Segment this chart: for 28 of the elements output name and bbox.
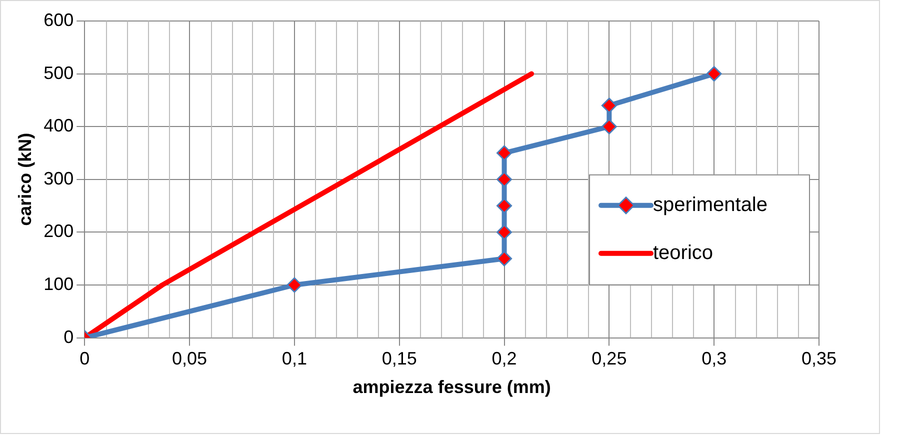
x-tick-label: 0,25 [592, 348, 627, 369]
point [286, 277, 302, 293]
x-tick-label: 0,1 [282, 348, 307, 369]
y-tick-label: 100 [44, 274, 74, 294]
y-tick-label: 300 [44, 168, 74, 188]
point [496, 224, 512, 240]
point [706, 66, 722, 82]
point [496, 172, 512, 188]
y-axis-title: carico (kN) [14, 132, 35, 226]
y-tick-label: 500 [44, 62, 74, 83]
point [496, 198, 512, 214]
x-axis-title: ampiezza fessure (mm) [352, 377, 551, 398]
legend-label: teorico [653, 242, 714, 264]
point [601, 98, 617, 114]
x-tick-label: 0,15 [382, 348, 417, 369]
y-tick-label: 200 [44, 221, 74, 242]
x-tick-label: 0 [80, 348, 90, 369]
y-tick-label: 0 [64, 326, 74, 347]
x-tick-label: 0,2 [492, 348, 517, 369]
y-tick-label: 600 [44, 10, 74, 30]
y-tick-label: 400 [44, 116, 74, 136]
legend-label: sperimentale [653, 194, 768, 216]
x-tick-label: 0,05 [172, 348, 208, 369]
x-tick-label: 0,3 [702, 348, 727, 369]
x-tick-label: 0,35 [801, 348, 837, 369]
point [496, 250, 512, 266]
point [496, 145, 512, 161]
point [601, 118, 617, 134]
